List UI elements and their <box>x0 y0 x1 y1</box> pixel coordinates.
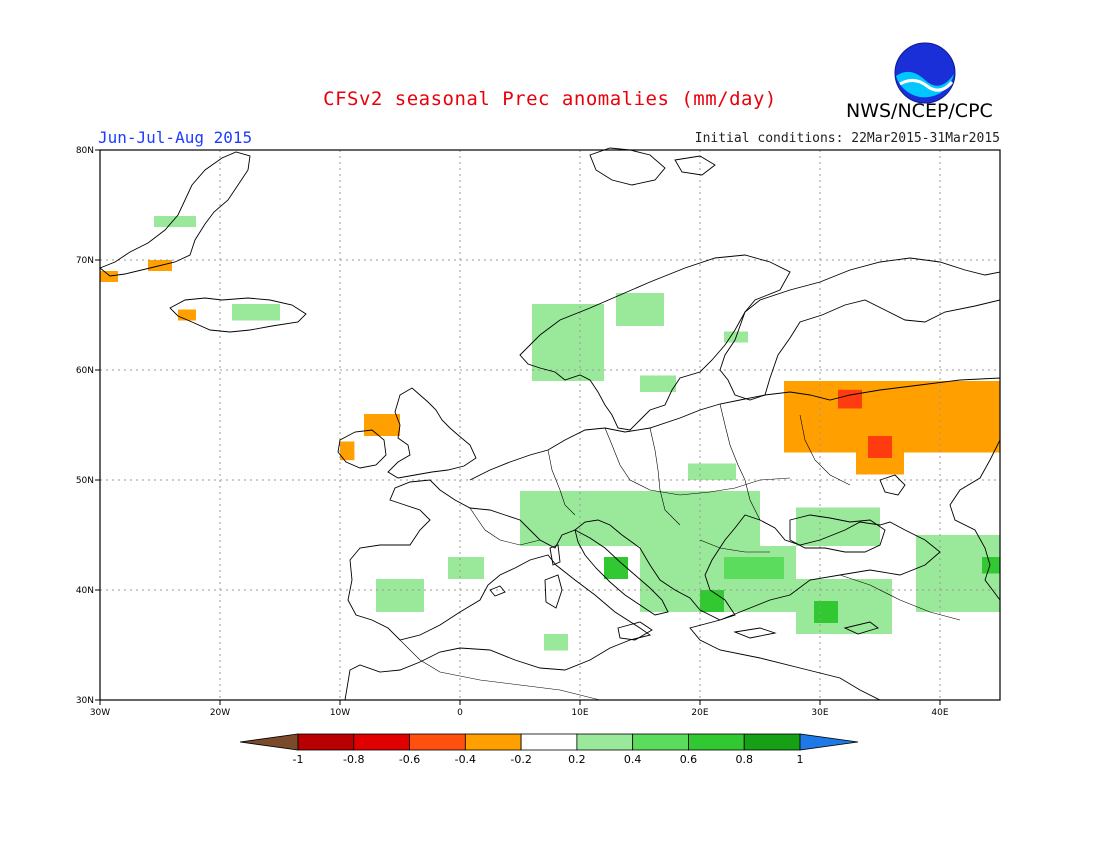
colorbar-swatch <box>353 733 410 751</box>
anomaly-cell <box>448 557 484 579</box>
colorbar-high-arrow <box>799 733 859 751</box>
anomaly-cell <box>154 216 196 227</box>
anomaly-cell <box>532 304 604 381</box>
colorbar-swatch <box>632 733 689 751</box>
lon-tick-label: 0 <box>457 708 463 718</box>
anomaly-cell <box>724 557 784 579</box>
anomaly-cell <box>796 507 880 546</box>
initial-conditions: Initial conditions: 22Mar2015-31Mar2015 <box>694 131 1000 146</box>
anomaly-cell <box>340 441 355 461</box>
lon-tick-label: 10W <box>330 708 350 718</box>
colorbar-legend: -1 -0.8 -0.6 -0.4 -0.2 0.2 0.4 0.6 0.8 1 <box>239 733 859 766</box>
anomaly-cell <box>544 634 568 651</box>
colorbar-tick-label: 0.2 <box>568 753 586 766</box>
axis-ticks: 30W 20W 10W 0 10E 20E 30E 40E 30N 40N 50N 60N 70N 80N <box>76 146 949 718</box>
colorbar-swatch <box>464 733 522 751</box>
lat-tick-label: 70N <box>76 256 94 266</box>
anomaly-cell <box>868 436 892 458</box>
anomaly-cell <box>232 304 280 321</box>
lon-tick-label: 40E <box>931 708 948 718</box>
lat-tick-label: 50N <box>76 476 94 486</box>
anomaly-cell <box>616 293 664 326</box>
colorbar-swatch <box>743 733 801 751</box>
anomaly-regions <box>100 216 1000 651</box>
coastlines <box>99 147 1001 701</box>
lon-tick-label: 20E <box>691 708 708 718</box>
colorbar-swatch <box>576 733 634 751</box>
colorbar-swatch <box>297 733 355 751</box>
colorbar-tick-label: 0.6 <box>680 753 698 766</box>
anomaly-cell <box>640 375 676 392</box>
anomaly-cell <box>700 590 724 612</box>
anomaly-cell <box>604 557 628 579</box>
anomaly-cell <box>178 309 196 321</box>
map-frame <box>99 149 1001 701</box>
anomaly-cell <box>376 579 424 612</box>
colorbar-tick-label: -0.4 <box>455 753 476 766</box>
colorbar-tick-label: 0.4 <box>624 753 642 766</box>
lon-tick-label: 30E <box>811 708 828 718</box>
colorbar-tick-label: -0.8 <box>343 753 364 766</box>
colorbar-tick-label: -0.6 <box>399 753 420 766</box>
map-gridlines <box>100 150 1000 700</box>
agency-label: NWS/NCEP/CPC <box>846 100 993 122</box>
lon-tick-label: 30W <box>90 708 110 718</box>
colorbar-tick-label: 0.8 <box>735 753 753 766</box>
colorbar-low-arrow <box>239 733 299 751</box>
lon-tick-label: 20W <box>210 708 230 718</box>
colorbar-tick-label: 1 <box>797 753 804 766</box>
colorbar-tick-label: -1 <box>293 753 304 766</box>
anomaly-cell <box>838 389 862 409</box>
map-title: CFSv2 seasonal Prec anomalies (mm/day) <box>323 88 777 110</box>
lat-tick-label: 40N <box>76 586 94 596</box>
colorbar-swatch <box>409 733 466 751</box>
noaa-logo-icon <box>894 42 956 104</box>
forecast-period: Jun-Jul-Aug 2015 <box>98 128 253 147</box>
lat-tick-label: 60N <box>76 366 94 376</box>
anomaly-cell <box>814 601 838 623</box>
colorbar-swatch <box>688 733 745 751</box>
anomaly-cell <box>796 579 892 634</box>
colorbar-tick-label: -0.2 <box>510 753 531 766</box>
anomaly-cell <box>100 271 118 282</box>
lat-tick-label: 30N <box>76 696 94 706</box>
lon-tick-label: 10E <box>571 708 588 718</box>
lat-tick-label: 80N <box>76 146 94 156</box>
anomaly-cell <box>364 414 400 436</box>
anomaly-cell <box>520 491 760 546</box>
anomaly-cell <box>982 557 1000 574</box>
colorbar-swatch <box>520 733 578 751</box>
anomaly-cell <box>688 463 736 480</box>
